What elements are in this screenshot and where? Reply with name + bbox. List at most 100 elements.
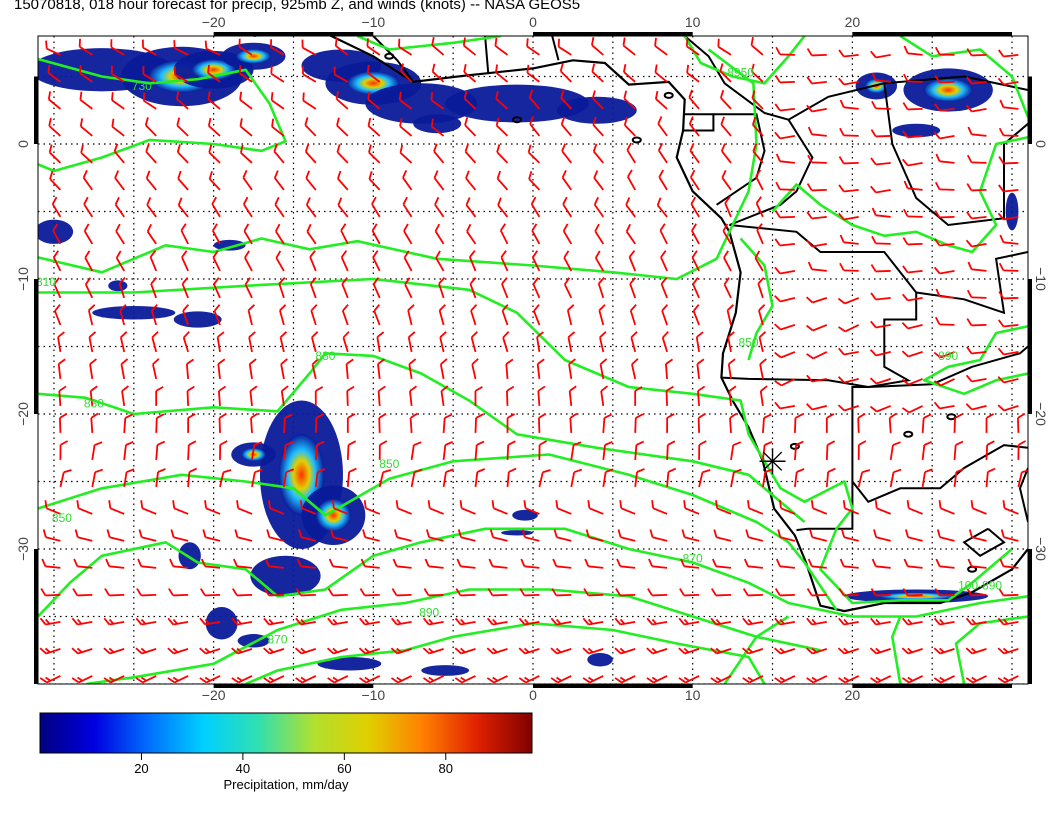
wind-barb (464, 143, 477, 164)
wind-barb (499, 223, 509, 245)
wind-barb (806, 351, 828, 360)
wind-barb (40, 588, 61, 597)
wind-barb (518, 675, 540, 684)
wind-barb (646, 647, 668, 655)
wind-barb (774, 295, 796, 303)
wind-barb (602, 413, 613, 433)
wind-barb (167, 617, 189, 626)
wind-barb (207, 117, 221, 137)
wind-barb (407, 304, 415, 326)
wind-barb (359, 588, 380, 597)
wind-barb (390, 647, 412, 655)
wind-barb (422, 675, 444, 684)
lon-tick-label-top: 10 (685, 14, 701, 30)
wind-barb (615, 588, 636, 597)
wind-barb (84, 277, 94, 299)
wind-barb (346, 467, 357, 487)
wind-barb (244, 277, 253, 299)
wind-barb (710, 647, 732, 655)
wind-barb (464, 117, 477, 137)
wind-barb (696, 358, 705, 380)
wind-barb (985, 413, 995, 433)
wind-barb (422, 617, 444, 626)
wind-barb (906, 500, 923, 515)
wind-barb (219, 469, 232, 488)
wind-barb (629, 277, 637, 299)
wind-barb (967, 126, 987, 137)
wind-barb (678, 647, 700, 655)
wind-barb (336, 117, 349, 137)
wind-barb (838, 49, 859, 58)
wind-barb (921, 441, 933, 461)
wind-barb (997, 77, 1019, 86)
wind-barb (247, 304, 256, 326)
wind-barb (104, 588, 125, 597)
wind-barb (199, 675, 221, 684)
wind-barb (340, 223, 349, 245)
wind-barb (391, 588, 412, 597)
frame-bar-left (34, 549, 38, 684)
precip-cell (501, 530, 533, 536)
wind-barb (934, 75, 955, 84)
wind-barb (270, 65, 285, 83)
wind-barb (168, 588, 189, 597)
wind-barb (934, 181, 955, 191)
wind-barb (1000, 529, 1019, 542)
wind-barb (562, 196, 573, 218)
wind-barb (634, 468, 645, 488)
wind-barb (966, 76, 987, 85)
wind-barb (505, 358, 514, 379)
wind-barb (997, 212, 1019, 221)
wind-barb (248, 358, 257, 380)
wind-barb (264, 558, 284, 569)
wind-barb (774, 131, 796, 140)
wind-barb (651, 500, 668, 515)
wind-barb (688, 116, 700, 137)
wind-barb (656, 197, 668, 218)
wind-barb (774, 323, 796, 331)
wind-barb (711, 588, 732, 597)
wind-barb (570, 441, 582, 461)
wind-barb (486, 675, 508, 684)
wind-barb (837, 404, 859, 412)
precip-cell (587, 652, 613, 667)
wind-barb (263, 617, 285, 626)
wind-barb (1017, 469, 1028, 488)
wind-barb (145, 143, 157, 164)
wind-barb (368, 171, 381, 191)
wind-barb (301, 39, 317, 56)
wind-barb (275, 250, 285, 272)
wind-barb (659, 223, 668, 245)
wind-barb (39, 647, 61, 655)
wind-barb (295, 588, 316, 597)
wind-barb (794, 468, 805, 488)
wind-barb (646, 617, 668, 626)
wind-barb (901, 322, 923, 330)
wind-barb (314, 413, 324, 433)
wind-barb (463, 90, 477, 110)
wind-barb (902, 265, 923, 274)
wind-barb (366, 64, 381, 83)
wind-barb (248, 331, 256, 353)
wind-barb (106, 529, 125, 542)
wind-barb (857, 412, 866, 433)
location-marker (759, 448, 786, 475)
wind-barb (622, 63, 636, 83)
wind-barb (871, 100, 891, 110)
wind-barb (997, 647, 1019, 655)
wind-barb (123, 441, 134, 461)
wind-barb (538, 440, 548, 460)
coastline-segment (1018, 467, 1028, 523)
wind-barb (182, 331, 190, 353)
wind-barb (998, 262, 1019, 272)
wind-barb (837, 647, 859, 655)
wind-barb (870, 50, 891, 59)
wind-barb (839, 234, 859, 245)
wind-barb (901, 617, 923, 626)
wind-barb (806, 617, 827, 626)
precip-cell (317, 657, 382, 671)
wind-barb (57, 358, 66, 380)
wind-barb (751, 63, 764, 83)
wind-barb (346, 413, 356, 433)
